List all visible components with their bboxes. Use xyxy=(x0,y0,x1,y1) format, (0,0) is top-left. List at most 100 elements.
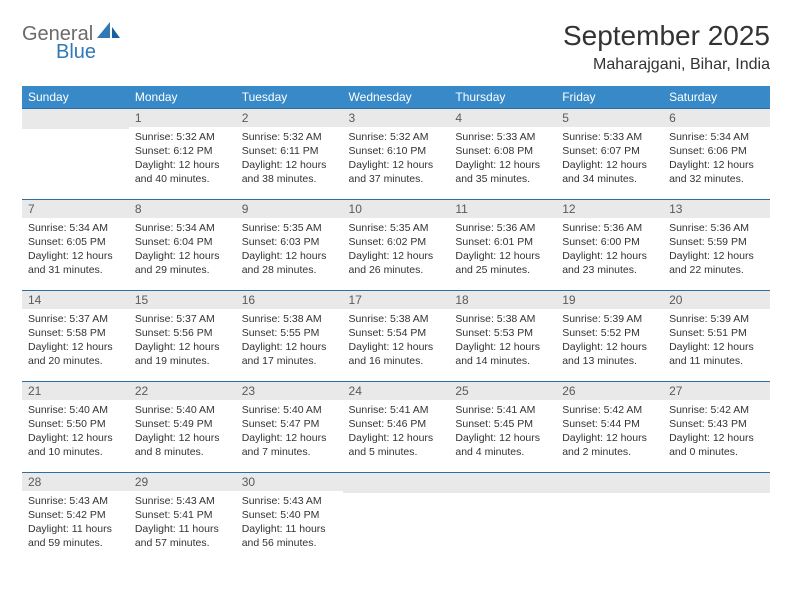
day-number: 7 xyxy=(22,200,129,218)
sunset-line: Sunset: 5:40 PM xyxy=(242,508,337,522)
sunrise-line: Sunrise: 5:32 AM xyxy=(349,130,444,144)
daylight-line-1: Daylight: 12 hours xyxy=(669,340,764,354)
day-number xyxy=(343,473,450,493)
calendar-cell: 7Sunrise: 5:34 AMSunset: 6:05 PMDaylight… xyxy=(22,200,129,291)
calendar-cell: 17Sunrise: 5:38 AMSunset: 5:54 PMDayligh… xyxy=(343,291,450,382)
day-body: Sunrise: 5:39 AMSunset: 5:51 PMDaylight:… xyxy=(663,309,770,374)
brand-logo: General Blue xyxy=(22,20,122,62)
sunset-line: Sunset: 6:12 PM xyxy=(135,144,230,158)
daylight-line-1: Daylight: 12 hours xyxy=(669,431,764,445)
daylight-line-2: and 37 minutes. xyxy=(349,172,444,186)
day-number: 30 xyxy=(236,473,343,491)
day-number: 5 xyxy=(556,109,663,127)
daylight-line-2: and 25 minutes. xyxy=(455,263,550,277)
sunrise-line: Sunrise: 5:34 AM xyxy=(669,130,764,144)
calendar-cell: 18Sunrise: 5:38 AMSunset: 5:53 PMDayligh… xyxy=(449,291,556,382)
calendar-cell: 4Sunrise: 5:33 AMSunset: 6:08 PMDaylight… xyxy=(449,109,556,200)
day-body: Sunrise: 5:33 AMSunset: 6:07 PMDaylight:… xyxy=(556,127,663,192)
day-number: 28 xyxy=(22,473,129,491)
day-number xyxy=(556,473,663,493)
day-body: Sunrise: 5:42 AMSunset: 5:43 PMDaylight:… xyxy=(663,400,770,465)
sunset-line: Sunset: 5:59 PM xyxy=(669,235,764,249)
sunrise-line: Sunrise: 5:40 AM xyxy=(242,403,337,417)
day-number xyxy=(22,109,129,129)
sunset-line: Sunset: 5:56 PM xyxy=(135,326,230,340)
day-number: 9 xyxy=(236,200,343,218)
daylight-line-2: and 23 minutes. xyxy=(562,263,657,277)
sunset-line: Sunset: 5:58 PM xyxy=(28,326,123,340)
month-title: September 2025 xyxy=(563,20,770,52)
day-number: 16 xyxy=(236,291,343,309)
daylight-line-1: Daylight: 12 hours xyxy=(669,158,764,172)
daylight-line-2: and 28 minutes. xyxy=(242,263,337,277)
sunrise-line: Sunrise: 5:38 AM xyxy=(349,312,444,326)
sunset-line: Sunset: 6:06 PM xyxy=(669,144,764,158)
daylight-line-2: and 10 minutes. xyxy=(28,445,123,459)
daylight-line-2: and 11 minutes. xyxy=(669,354,764,368)
day-number: 1 xyxy=(129,109,236,127)
daylight-line-1: Daylight: 12 hours xyxy=(242,340,337,354)
daylight-line-1: Daylight: 12 hours xyxy=(135,431,230,445)
sunrise-line: Sunrise: 5:40 AM xyxy=(135,403,230,417)
sunrise-line: Sunrise: 5:37 AM xyxy=(135,312,230,326)
calendar-cell: 26Sunrise: 5:42 AMSunset: 5:44 PMDayligh… xyxy=(556,382,663,473)
calendar-cell: 30Sunrise: 5:43 AMSunset: 5:40 PMDayligh… xyxy=(236,473,343,564)
calendar-cell: 20Sunrise: 5:39 AMSunset: 5:51 PMDayligh… xyxy=(663,291,770,382)
daylight-line-1: Daylight: 12 hours xyxy=(455,431,550,445)
calendar-cell: 2Sunrise: 5:32 AMSunset: 6:11 PMDaylight… xyxy=(236,109,343,200)
calendar-cell: 27Sunrise: 5:42 AMSunset: 5:43 PMDayligh… xyxy=(663,382,770,473)
sunset-line: Sunset: 5:43 PM xyxy=(669,417,764,431)
daylight-line-1: Daylight: 12 hours xyxy=(562,249,657,263)
calendar-cell: 13Sunrise: 5:36 AMSunset: 5:59 PMDayligh… xyxy=(663,200,770,291)
calendar-cell: 19Sunrise: 5:39 AMSunset: 5:52 PMDayligh… xyxy=(556,291,663,382)
daylight-line-1: Daylight: 12 hours xyxy=(349,249,444,263)
day-body xyxy=(22,129,129,138)
day-number: 20 xyxy=(663,291,770,309)
daylight-line-1: Daylight: 12 hours xyxy=(28,340,123,354)
calendar-cell: 9Sunrise: 5:35 AMSunset: 6:03 PMDaylight… xyxy=(236,200,343,291)
day-body: Sunrise: 5:35 AMSunset: 6:03 PMDaylight:… xyxy=(236,218,343,283)
day-body: Sunrise: 5:37 AMSunset: 5:56 PMDaylight:… xyxy=(129,309,236,374)
day-body: Sunrise: 5:43 AMSunset: 5:40 PMDaylight:… xyxy=(236,491,343,556)
sunrise-line: Sunrise: 5:36 AM xyxy=(669,221,764,235)
day-number: 3 xyxy=(343,109,450,127)
logo-blue-text: Blue xyxy=(56,42,122,62)
day-body: Sunrise: 5:39 AMSunset: 5:52 PMDaylight:… xyxy=(556,309,663,374)
daylight-line-1: Daylight: 12 hours xyxy=(455,340,550,354)
day-body: Sunrise: 5:32 AMSunset: 6:11 PMDaylight:… xyxy=(236,127,343,192)
calendar-cell: 11Sunrise: 5:36 AMSunset: 6:01 PMDayligh… xyxy=(449,200,556,291)
daylight-line-1: Daylight: 12 hours xyxy=(28,431,123,445)
daylight-line-2: and 14 minutes. xyxy=(455,354,550,368)
day-body: Sunrise: 5:36 AMSunset: 6:01 PMDaylight:… xyxy=(449,218,556,283)
daylight-line-1: Daylight: 12 hours xyxy=(242,249,337,263)
day-body: Sunrise: 5:34 AMSunset: 6:06 PMDaylight:… xyxy=(663,127,770,192)
sunrise-line: Sunrise: 5:34 AM xyxy=(28,221,123,235)
daylight-line-2: and 4 minutes. xyxy=(455,445,550,459)
day-number: 12 xyxy=(556,200,663,218)
daylight-line-2: and 35 minutes. xyxy=(455,172,550,186)
daylight-line-2: and 13 minutes. xyxy=(562,354,657,368)
sunset-line: Sunset: 5:45 PM xyxy=(455,417,550,431)
daylight-line-1: Daylight: 12 hours xyxy=(349,340,444,354)
daylight-line-1: Daylight: 12 hours xyxy=(135,249,230,263)
day-number: 26 xyxy=(556,382,663,400)
day-body: Sunrise: 5:36 AMSunset: 5:59 PMDaylight:… xyxy=(663,218,770,283)
day-body: Sunrise: 5:40 AMSunset: 5:50 PMDaylight:… xyxy=(22,400,129,465)
daylight-line-2: and 26 minutes. xyxy=(349,263,444,277)
sunset-line: Sunset: 6:04 PM xyxy=(135,235,230,249)
day-body: Sunrise: 5:33 AMSunset: 6:08 PMDaylight:… xyxy=(449,127,556,192)
daylight-line-1: Daylight: 11 hours xyxy=(135,522,230,536)
daylight-line-1: Daylight: 12 hours xyxy=(455,158,550,172)
sunset-line: Sunset: 5:44 PM xyxy=(562,417,657,431)
daylight-line-1: Daylight: 12 hours xyxy=(562,431,657,445)
daylight-line-2: and 17 minutes. xyxy=(242,354,337,368)
sunset-line: Sunset: 5:46 PM xyxy=(349,417,444,431)
day-number: 8 xyxy=(129,200,236,218)
header: General Blue September 2025 Maharajgani,… xyxy=(22,20,770,74)
location-subtitle: Maharajgani, Bihar, India xyxy=(563,56,770,74)
daylight-line-2: and 59 minutes. xyxy=(28,536,123,550)
daylight-line-1: Daylight: 12 hours xyxy=(135,158,230,172)
day-number: 6 xyxy=(663,109,770,127)
sunrise-line: Sunrise: 5:37 AM xyxy=(28,312,123,326)
day-number xyxy=(663,473,770,493)
